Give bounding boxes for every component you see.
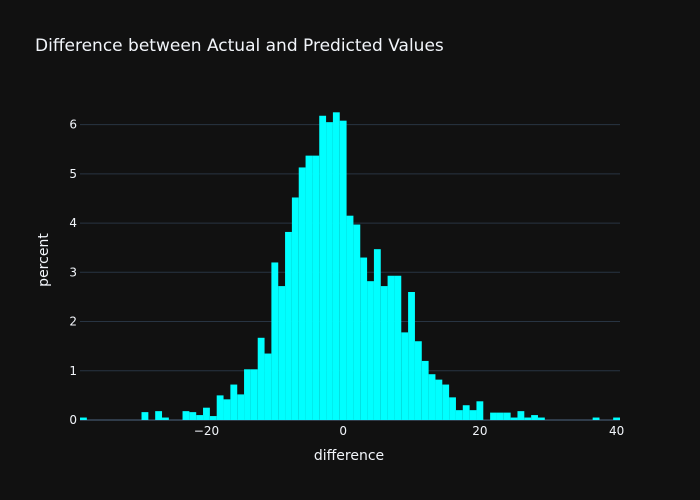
histogram-bar <box>524 417 532 420</box>
y-axis-title: percent <box>36 233 52 287</box>
histogram-bar <box>339 120 347 420</box>
histogram-bar <box>155 411 163 420</box>
histogram-bar <box>312 155 320 420</box>
x-axis-title: difference <box>314 448 384 464</box>
histogram-bar <box>223 399 231 420</box>
axis-ticks: 0 1 2 3 4 5 6 −20 0 20 40 <box>69 118 624 438</box>
histogram-bar <box>373 249 381 420</box>
histogram-bar <box>203 407 210 420</box>
histogram-bar <box>490 412 497 420</box>
x-tick-label: −20 <box>194 424 219 438</box>
x-tick-label: 20 <box>472 424 487 438</box>
histogram-bar <box>414 341 422 420</box>
histogram-bar <box>394 275 402 420</box>
histogram-bar <box>476 401 484 420</box>
y-tick-label: 1 <box>69 364 77 378</box>
histogram-bar <box>230 384 238 420</box>
histogram-bar <box>250 369 258 420</box>
histogram-bar <box>496 412 504 420</box>
histogram-bar <box>408 292 415 420</box>
y-tick-label: 3 <box>69 265 77 279</box>
histogram-bar <box>264 353 272 420</box>
histogram-bar <box>360 257 368 420</box>
histogram-bar <box>141 412 149 420</box>
histogram-bar <box>209 416 217 420</box>
x-tick-label: 40 <box>609 424 624 438</box>
histogram-bar <box>531 415 538 420</box>
histogram-bar <box>80 417 87 420</box>
y-tick-label: 2 <box>69 315 77 329</box>
histogram-bar <box>326 122 333 421</box>
histogram-bar <box>182 411 190 420</box>
histogram-bar <box>435 379 443 420</box>
histogram-bar <box>442 384 450 420</box>
y-tick-label: 6 <box>69 118 77 132</box>
histogram-bar <box>592 417 600 420</box>
histogram-bar <box>367 281 374 420</box>
histogram-bar <box>305 155 313 420</box>
histogram-bar <box>449 397 456 420</box>
histogram-bar <box>455 410 463 420</box>
y-tick-label: 0 <box>69 413 77 427</box>
histogram-bar <box>162 417 169 420</box>
histogram-bar <box>428 374 436 420</box>
histogram-bar <box>332 112 340 421</box>
histogram-bar <box>380 286 388 420</box>
histogram-bar <box>237 394 245 420</box>
y-tick-label: 5 <box>69 167 77 181</box>
histogram-bar <box>189 412 197 420</box>
histogram-bar <box>196 415 204 420</box>
histogram-bar <box>216 395 224 420</box>
histogram-bar <box>319 115 327 420</box>
histogram-bar <box>537 417 545 420</box>
histogram-bar <box>387 275 395 420</box>
histogram-bar <box>257 337 265 420</box>
histogram-bar <box>503 412 511 420</box>
histogram-bar <box>285 231 292 420</box>
histogram-bar <box>271 262 279 420</box>
histogram-bar <box>353 224 361 420</box>
histogram-bar <box>517 411 525 420</box>
histogram-bar <box>510 417 518 420</box>
histogram-bars <box>80 112 620 421</box>
chart-title: Difference between Actual and Predicted … <box>35 36 444 56</box>
histogram-bar <box>346 215 354 420</box>
histogram-bar <box>462 405 470 420</box>
y-tick-label: 4 <box>69 216 77 230</box>
x-tick-label: 0 <box>339 424 347 438</box>
histogram-bar <box>613 417 620 420</box>
histogram-bar <box>469 410 477 420</box>
histogram-bar <box>244 369 251 420</box>
histogram-bar <box>401 332 409 420</box>
histogram-bar <box>298 167 306 420</box>
histogram-bar <box>278 286 286 420</box>
histogram-bar <box>421 360 429 420</box>
histogram-bar <box>291 197 299 420</box>
